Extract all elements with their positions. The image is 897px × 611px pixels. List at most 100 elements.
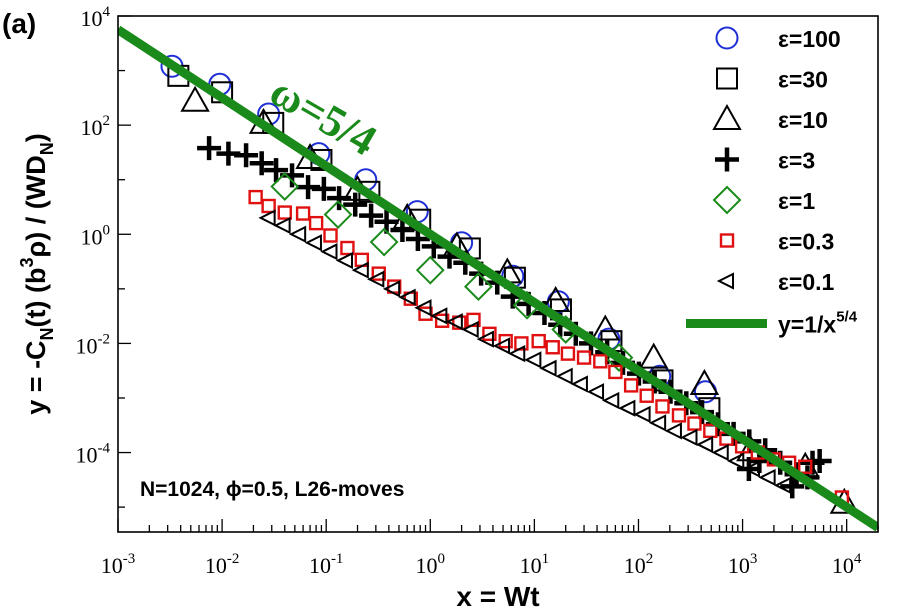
data-point bbox=[593, 354, 608, 369]
legend-label: ε=0.1 bbox=[778, 269, 835, 295]
data-point bbox=[414, 299, 432, 317]
x-tick-label: 104 bbox=[832, 551, 862, 578]
legend-label: ε=30 bbox=[778, 67, 828, 93]
y-axis-label-sup: 3 bbox=[17, 257, 37, 267]
data-point bbox=[524, 351, 542, 369]
data-point bbox=[304, 234, 322, 252]
data-point bbox=[680, 428, 698, 446]
legend-marker bbox=[712, 103, 742, 130]
legend-label: ε=3 bbox=[778, 148, 815, 174]
data-point bbox=[664, 422, 682, 440]
y-axis-label: y = -CN(t) (b3ρ) / (WDN) bbox=[17, 133, 57, 414]
data-point bbox=[390, 217, 415, 242]
data-point bbox=[335, 251, 354, 270]
data-point bbox=[703, 423, 718, 439]
data-point bbox=[374, 209, 399, 234]
data-point bbox=[367, 270, 385, 288]
data-point bbox=[351, 261, 369, 279]
data-point bbox=[273, 216, 291, 235]
data-point bbox=[415, 255, 445, 285]
y-axis-label-part: ) bbox=[21, 133, 51, 142]
panel-label: (a) bbox=[2, 8, 36, 39]
data-point bbox=[687, 416, 702, 431]
data-point bbox=[464, 272, 493, 302]
legend-label: ε=1 bbox=[778, 188, 815, 214]
data-point bbox=[264, 158, 289, 183]
data-point bbox=[249, 151, 274, 176]
data-point bbox=[531, 333, 546, 349]
x-tick-label: 10-3 bbox=[101, 551, 136, 578]
fit-line bbox=[118, 25, 878, 532]
data-point bbox=[514, 336, 529, 351]
data-point bbox=[727, 452, 745, 470]
data-point bbox=[311, 176, 336, 201]
data-point bbox=[258, 209, 276, 227]
data-point bbox=[608, 364, 623, 380]
legend-label: y=1/x5/4 bbox=[778, 309, 858, 338]
data-point bbox=[418, 306, 433, 321]
x-tick-label: 102 bbox=[624, 551, 654, 578]
data-point bbox=[780, 474, 805, 499]
data-point bbox=[327, 186, 352, 211]
data-point bbox=[430, 307, 448, 325]
legend: ε=100 ε=30 ε=10 ε=3 ε=1 ε=0.3 ε=0.1 y=1/x5/4 bbox=[686, 26, 858, 338]
data-point bbox=[508, 345, 526, 363]
x-tick-label: 103 bbox=[728, 551, 758, 578]
data-point bbox=[576, 350, 592, 365]
data-point bbox=[461, 320, 479, 339]
legend-marker bbox=[716, 67, 738, 90]
data-point bbox=[323, 200, 353, 229]
data-point bbox=[758, 468, 776, 487]
data-point bbox=[711, 443, 729, 462]
axis-ticks: 10-3 10-2 10-1 100 101 102 103 104 104 102 100 10-2… bbox=[76, 4, 879, 578]
legend-marker bbox=[712, 185, 742, 215]
data-point bbox=[340, 240, 355, 256]
data-point bbox=[288, 225, 307, 243]
data-point bbox=[639, 388, 654, 403]
data-point bbox=[570, 375, 588, 393]
data-point bbox=[234, 143, 259, 168]
data-point bbox=[343, 192, 368, 217]
data-point bbox=[382, 280, 401, 298]
y-axis-label-sub: N bbox=[37, 142, 57, 155]
data-point bbox=[648, 414, 667, 432]
data-point bbox=[590, 314, 621, 341]
x-tick-label: 10-2 bbox=[205, 551, 240, 578]
data-point bbox=[482, 326, 497, 342]
data-point bbox=[618, 399, 636, 417]
x-tick-label: 10-1 bbox=[309, 551, 344, 578]
y-tick-label: 102 bbox=[81, 113, 111, 140]
data-point bbox=[277, 205, 292, 220]
plot-area bbox=[118, 25, 878, 532]
y-tick-label: 10-2 bbox=[76, 331, 111, 358]
data-point bbox=[655, 399, 670, 414]
data-point bbox=[320, 243, 338, 261]
legend-marker bbox=[719, 233, 735, 248]
legend-marker bbox=[715, 26, 739, 50]
data-point bbox=[633, 405, 651, 424]
data-point bbox=[466, 312, 481, 328]
data-point bbox=[295, 206, 311, 221]
data-point bbox=[371, 266, 386, 281]
data-point bbox=[197, 136, 222, 161]
x-axis-label: x = Wt bbox=[456, 581, 539, 611]
data-point bbox=[560, 346, 576, 361]
data-point bbox=[261, 198, 276, 214]
data-point bbox=[773, 476, 792, 495]
data-point bbox=[498, 333, 513, 349]
data-point bbox=[539, 359, 557, 377]
data-point bbox=[602, 391, 620, 410]
data-point bbox=[671, 408, 687, 423]
legend-marker bbox=[716, 272, 734, 290]
data-point bbox=[359, 203, 384, 228]
data-point bbox=[398, 288, 416, 306]
y-axis-label-part: ρ) / (WD bbox=[21, 155, 51, 257]
data-point bbox=[695, 435, 714, 454]
y-axis-label-sub: N bbox=[37, 327, 57, 340]
data-point bbox=[742, 460, 761, 478]
data-point bbox=[623, 378, 639, 393]
data-point bbox=[798, 459, 813, 474]
x-tick-label: 100 bbox=[416, 551, 446, 578]
y-axis-label-part: (t) (b bbox=[21, 267, 51, 327]
